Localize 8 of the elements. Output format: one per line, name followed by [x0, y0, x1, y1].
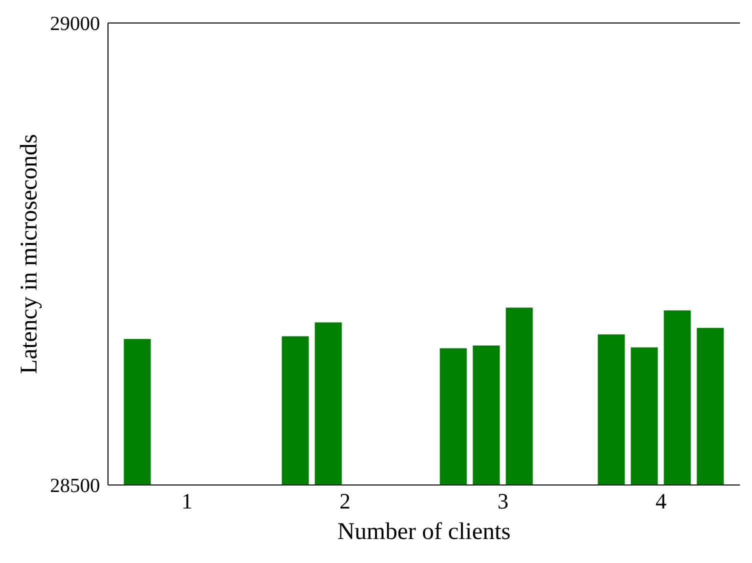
y-axis-title: Latency in microseconds	[16, 134, 43, 374]
x-tick-label: 4	[656, 488, 666, 514]
x-tick-label: 2	[340, 488, 350, 514]
x-tick-label: 1	[182, 488, 192, 514]
y-tick-label: 29000	[50, 13, 100, 36]
y-tick-label: 28500	[50, 475, 100, 498]
x-axis-title: Number of clients	[337, 519, 511, 545]
x-tick-label: 3	[498, 488, 508, 514]
